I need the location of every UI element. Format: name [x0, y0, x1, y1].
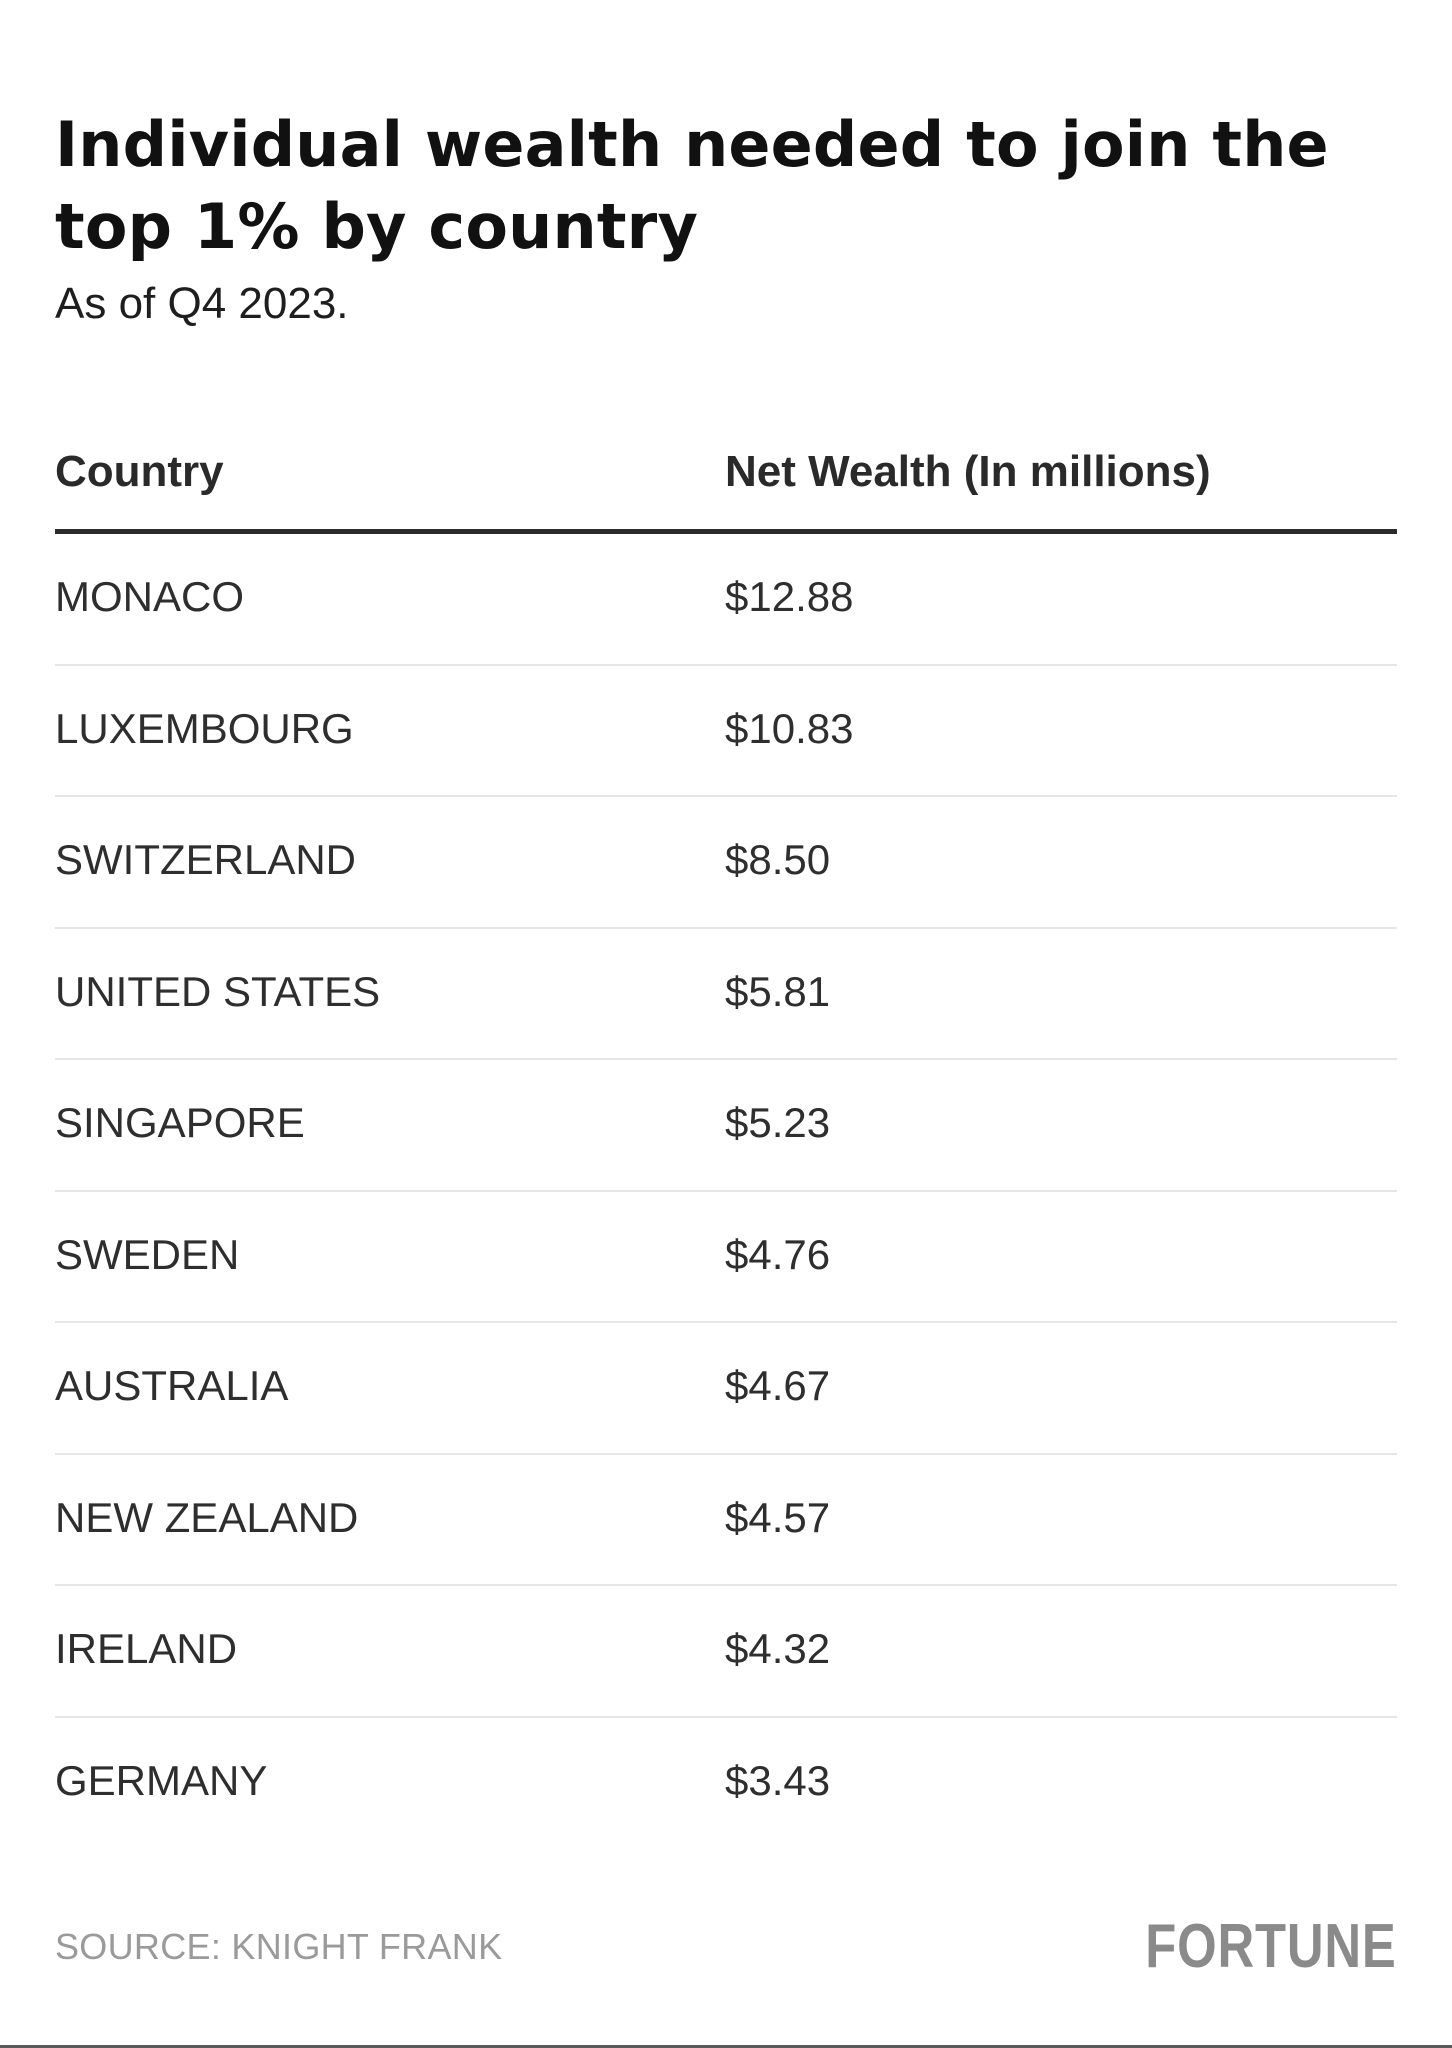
table-row: IRELAND $4.32 — [55, 1586, 1397, 1718]
net-wealth-cell: $5.81 — [725, 967, 831, 1015]
country-cell: NEW ZEALAND — [55, 1493, 359, 1541]
country-cell: IRELAND — [55, 1625, 238, 1672]
country-cell: AUSTRALIA — [55, 1362, 289, 1409]
column-header-net-wealth: Net Wealth (In millions) — [725, 447, 1211, 496]
table-body: MONACO $12.88 LUXEMBOURG $10.83 SWITZERLAND $… — [55, 534, 1397, 1849]
country-cell: SINGAPORE — [55, 1099, 305, 1146]
country-cell: UNITED STATES — [55, 967, 381, 1015]
table-row: UNITED STATES $5.81 — [55, 929, 1397, 1060]
source-note: SOURCE: KNIGHT FRANK — [55, 1926, 503, 1967]
table-row: NEW ZEALAND $4.57 — [55, 1455, 1397, 1586]
table-header: Country Net Wealth (In millions) — [55, 420, 1397, 534]
table-row: GERMANY $3.43 — [55, 1718, 1397, 1850]
table-row: MONACO $12.88 — [55, 534, 1397, 666]
net-wealth-cell: $8.50 — [725, 836, 831, 883]
net-wealth-cell: $4.76 — [725, 1230, 831, 1278]
net-wealth-cell: $12.88 — [725, 573, 854, 620]
net-wealth-cell: $3.43 — [725, 1756, 831, 1804]
country-cell: SWITZERLAND — [55, 836, 357, 883]
chart-subtitle: As of Q4 2023. — [55, 279, 349, 328]
table-row: AUSTRALIA $4.67 — [55, 1323, 1397, 1455]
net-wealth-cell: $5.23 — [725, 1099, 831, 1146]
table-row: SWITZERLAND $8.50 — [55, 797, 1397, 929]
table-row: SWEDEN $4.76 — [55, 1192, 1397, 1323]
net-wealth-cell: $4.57 — [725, 1493, 831, 1541]
country-cell: MONACO — [55, 573, 244, 620]
country-cell: SWEDEN — [55, 1230, 240, 1278]
country-cell: LUXEMBOURG — [55, 704, 354, 752]
chart-title: Individual wealth needed to join the top… — [55, 108, 1329, 263]
net-wealth-cell: $4.67 — [725, 1362, 831, 1409]
table-row: SINGAPORE $5.23 — [55, 1060, 1397, 1192]
net-wealth-cell: $10.83 — [725, 704, 854, 752]
net-wealth-cell: $4.32 — [725, 1625, 831, 1672]
wealth-table: Country Net Wealth (In millions) MONACO $… — [55, 420, 1397, 1849]
country-cell: GERMANY — [55, 1756, 268, 1804]
table-row: LUXEMBOURG $10.83 — [55, 666, 1397, 797]
column-header-country: Country — [55, 447, 224, 496]
fortune-logo: FORTUNE — [1145, 1912, 1397, 1981]
bottom-rule — [0, 2045, 1452, 2048]
